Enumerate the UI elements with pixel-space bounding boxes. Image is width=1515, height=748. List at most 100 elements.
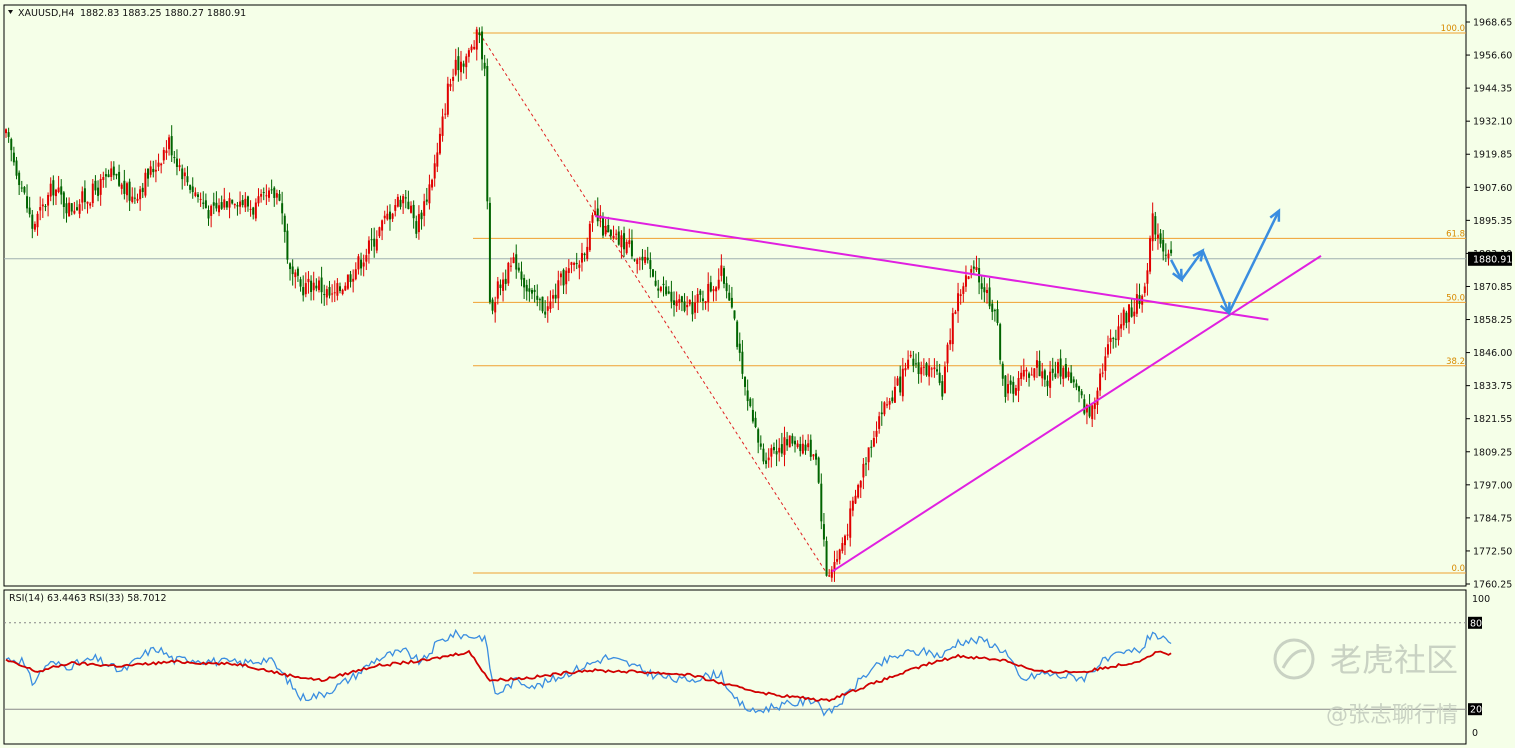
candle-bull: [696, 294, 699, 303]
candle-bear: [170, 136, 173, 156]
candle-bull: [165, 150, 168, 154]
candle-bull: [431, 179, 434, 188]
candle-bull: [1025, 369, 1028, 372]
current-price-label: 1880.91: [1473, 254, 1512, 265]
rsi-pane-frame: [3, 589, 1467, 745]
candle-bull: [512, 257, 515, 264]
candle-bear: [388, 211, 391, 220]
candle-bull: [423, 201, 426, 216]
price-pane-frame: [3, 4, 1467, 587]
candle-bear: [996, 309, 999, 323]
candle-bear: [207, 210, 210, 219]
candle-bull: [1049, 371, 1052, 388]
candle-bull: [849, 508, 852, 538]
candle-bull: [872, 437, 875, 447]
candle-bear: [31, 214, 34, 229]
candle-bull: [830, 569, 833, 578]
candle-bear: [533, 289, 536, 292]
rsi-header: RSI(14) 63.4463 RSI(33) 58.7012: [9, 593, 167, 604]
candle-bear: [283, 215, 286, 232]
candle-bull: [909, 354, 912, 357]
candle-bull: [922, 366, 925, 368]
candle-bear: [1054, 373, 1057, 378]
candle-bear: [822, 524, 825, 540]
candle-bear: [65, 203, 68, 214]
candle-bull: [459, 61, 462, 73]
candle-bull: [957, 293, 960, 312]
candle-bear: [1130, 307, 1133, 317]
candle-bull: [1099, 373, 1102, 391]
candle-bull: [89, 203, 92, 206]
candle-bear: [683, 301, 686, 311]
candle-bear: [481, 31, 484, 60]
candle-bear: [544, 311, 547, 315]
descending-resistance-line[interactable]: [594, 215, 1269, 321]
candle-bear: [670, 291, 673, 302]
candle-bear: [673, 300, 676, 305]
candle-bull: [1106, 344, 1109, 355]
candle-bull: [801, 443, 804, 454]
candle-bull: [78, 204, 81, 214]
candle-bull: [433, 163, 436, 179]
candle-bear: [654, 280, 657, 286]
candle-bull: [154, 169, 157, 172]
candle-bear: [775, 451, 778, 455]
candle-bull: [33, 223, 36, 230]
candle-bull: [678, 299, 681, 303]
candle-bear: [754, 417, 757, 427]
candle-bear: [736, 321, 739, 347]
candle-bear: [596, 208, 599, 222]
candle-bull: [1128, 304, 1131, 323]
candle-bear: [26, 196, 29, 209]
price-tick-label: 1932.10: [1473, 117, 1512, 128]
candle-bear: [1125, 312, 1128, 323]
candle-bull: [570, 262, 573, 265]
candle-bull: [1122, 309, 1125, 326]
candle-bear: [486, 66, 489, 202]
price-tick-label: 1809.25: [1473, 447, 1512, 458]
candle-bull: [357, 256, 360, 270]
candle-bull: [41, 204, 44, 207]
candle-bull: [257, 196, 260, 204]
candle-bear: [899, 376, 902, 393]
watermark-author: @张志聊行情: [1326, 703, 1458, 728]
candle-bull: [675, 300, 678, 307]
candle-bear: [538, 299, 541, 301]
candle-bear: [1088, 405, 1091, 417]
candle-bear: [523, 278, 526, 288]
candle-bear: [744, 376, 747, 387]
candle-bull: [162, 149, 165, 161]
candle-bear: [541, 296, 544, 312]
candle-bear: [733, 310, 736, 319]
tiger-logo-icon: [1273, 638, 1315, 680]
candle-bear: [1012, 381, 1015, 394]
candle-bull: [857, 485, 860, 498]
candle-bull: [694, 302, 697, 313]
candle-bear: [531, 290, 533, 294]
price-axis: 1968.65 1956.60 1944.35 1932.10 1919.85 1907.…: [1466, 18, 1512, 591]
candle-bear: [1051, 368, 1054, 373]
candle-bear: [15, 160, 18, 176]
candle-bull: [904, 368, 907, 371]
candle-bull: [417, 214, 420, 233]
candle-bull: [1101, 372, 1104, 374]
candle-bear: [1043, 370, 1046, 380]
candle-bull: [1014, 388, 1017, 396]
candle-bull: [770, 448, 773, 457]
candle-bear: [1112, 338, 1115, 340]
rsi-tick-label: 20: [1470, 705, 1482, 716]
watermark: 老虎社区 @张志聊行情: [1273, 638, 1458, 728]
candle-bull: [470, 46, 473, 51]
candle-bull: [428, 184, 431, 204]
dropdown-triangle-icon[interactable]: [8, 10, 13, 14]
candle-bear: [993, 310, 996, 312]
candle-bull: [168, 137, 171, 150]
candle-bull: [807, 443, 810, 448]
candle-bear: [291, 266, 294, 275]
ascending-support-line[interactable]: [831, 255, 1322, 573]
candle-bear: [404, 197, 407, 199]
candle-bear: [786, 439, 789, 446]
candle-bear: [520, 271, 523, 280]
candle-bear: [746, 390, 749, 402]
